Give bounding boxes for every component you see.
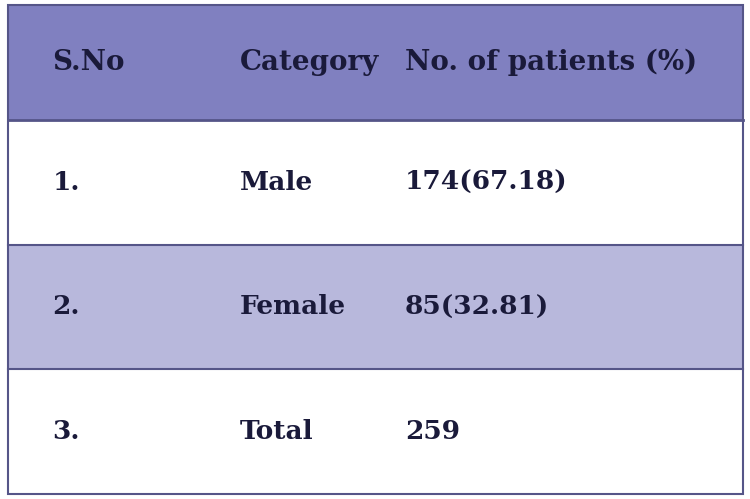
Text: 174(67.18): 174(67.18) [405, 170, 568, 195]
Bar [8, 5, 742, 120]
Text: 2.: 2. [53, 294, 80, 319]
Bar [8, 369, 742, 494]
Text: S.No: S.No [53, 49, 125, 76]
Bar [8, 245, 742, 369]
Text: Female: Female [240, 294, 346, 319]
Text: Total: Total [240, 419, 314, 444]
Text: 3.: 3. [53, 419, 80, 444]
Text: No. of patients (%): No. of patients (%) [405, 49, 698, 76]
Text: 1.: 1. [53, 170, 80, 195]
Text: 259: 259 [405, 419, 460, 444]
Text: Male: Male [240, 170, 314, 195]
Bar [8, 120, 742, 245]
Text: Category: Category [240, 49, 380, 76]
Text: 85(32.81): 85(32.81) [405, 294, 549, 319]
